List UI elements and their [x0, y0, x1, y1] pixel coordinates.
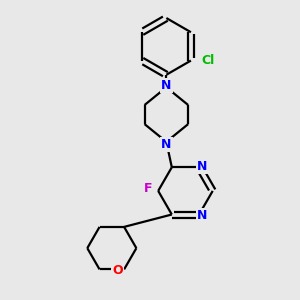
Text: N: N: [197, 209, 208, 222]
Text: N: N: [161, 137, 172, 151]
Text: F: F: [144, 182, 153, 195]
Text: Cl: Cl: [202, 54, 215, 67]
Text: N: N: [161, 79, 172, 92]
Text: N: N: [197, 160, 208, 173]
Text: O: O: [112, 264, 123, 277]
